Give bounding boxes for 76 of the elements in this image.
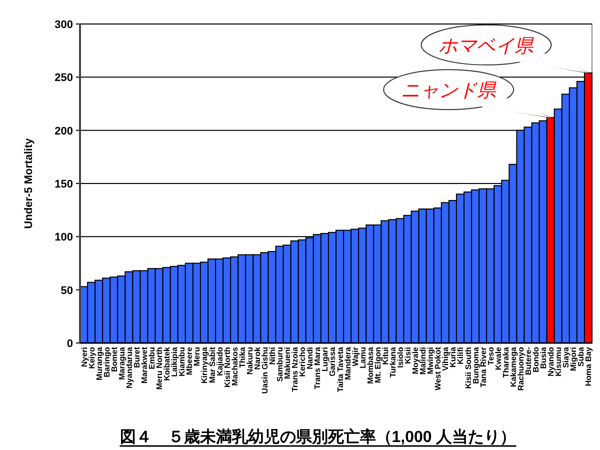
x-tick-label: Nyandarua — [124, 346, 134, 388]
x-tick-label: Kisii — [404, 347, 413, 364]
x-tick-label: Laikipia — [170, 346, 180, 377]
x-tick-label: Narok — [252, 346, 262, 370]
x-tick-label: Butere- — [524, 346, 533, 376]
x-tick-label: Mt. Elgon — [373, 346, 382, 383]
x-tick-label: Homa Bay — [584, 346, 594, 386]
x-tick-label: Mombasa — [366, 346, 375, 384]
x-tick-label: Buret — [132, 346, 142, 368]
x-tick-label: Kakamega — [508, 346, 518, 388]
x-tick-label: Mandera — [343, 346, 352, 380]
x-tick-label: Kitui — [380, 347, 390, 365]
x-tick-label: Nithi — [268, 347, 277, 365]
y-tick-label: 100 — [54, 232, 73, 244]
x-tick-label: Nyando — [546, 346, 556, 376]
x-tick-label: Kirinyaga — [200, 346, 210, 384]
y-tick-label: 300 — [54, 19, 73, 31]
x-tick-label: Keiyo — [87, 346, 96, 369]
x-tick-label: Kilifi — [456, 347, 466, 364]
x-tick-label: Meru North — [155, 346, 164, 390]
y-tick-label: 0 — [66, 338, 73, 350]
x-tick-label: Kisii South — [464, 346, 473, 389]
x-tick-label: Nakuru — [245, 346, 254, 375]
x-tick-label: Thika — [238, 346, 247, 368]
x-tick-label: Mbeere — [185, 346, 194, 376]
x-tick-label: Taita Taveta — [336, 346, 345, 392]
x-tick-label: Kwale — [494, 346, 503, 370]
x-tick-label: Kericho — [298, 346, 308, 377]
x-tick-label: Suba — [576, 346, 586, 367]
x-tick-label: Makueni — [283, 347, 292, 380]
x-tick-label: Kiambu — [178, 346, 187, 376]
x-tick-label: Uasin Gishu — [260, 346, 270, 394]
x-tick-label: Kisii North — [222, 346, 232, 388]
x-tick-label: Migori — [569, 347, 578, 371]
annotation: ニャンド県 — [401, 80, 498, 102]
x-tick-label: Moyale — [411, 346, 420, 374]
y-tick-label: 250 — [54, 72, 73, 84]
x-tick-label: Bondo — [532, 346, 541, 372]
y-axis-title: Under-5 Mortality — [23, 137, 35, 229]
x-tick-label: Mar Sabit — [208, 346, 217, 384]
x-tick-label: Machakos — [230, 346, 240, 386]
text: 図４ ５歳未満乳幼児の県別死亡率（1,000 人当たり） — [120, 427, 516, 446]
x-tick-label: Kajiado — [215, 346, 224, 376]
x-tick-label: Mwingi — [426, 347, 436, 374]
y-tick-label: 200 — [54, 125, 73, 138]
x-tick-label: Trans Mara — [313, 346, 322, 390]
x-tick-label: Baringo — [102, 346, 112, 378]
x-tick-label: Teso — [486, 346, 496, 366]
x-tick-label: Isiolo — [396, 346, 405, 368]
annotation: ホマベイ県 — [438, 36, 535, 57]
x-tick-label: Nandi — [306, 347, 315, 370]
x-tick-label: Kuria — [448, 346, 458, 368]
x-tick-label: Turkana — [388, 346, 398, 378]
x-tick-label: Marakwet — [140, 346, 149, 384]
x-tick-label: Siaya — [562, 346, 571, 368]
x-tick-label: Koibatek — [162, 346, 172, 381]
x-tick-label: Rachuonyo — [516, 346, 526, 391]
x-tick-label: Samburu — [276, 346, 285, 382]
x-tick-label: Vihiga — [441, 346, 450, 371]
x-tick-label: Maragua — [117, 346, 126, 380]
x-tick-label: Kisumu — [554, 346, 564, 376]
x-tick-label: Wajir — [350, 347, 360, 366]
x-tick-label: Nyeri — [80, 347, 89, 368]
x-tick-label: West Pokot — [434, 346, 443, 390]
x-tick-label: Embu — [148, 346, 157, 370]
x-tick-label: Tana River — [478, 347, 488, 388]
x-tick-label: Bungoma — [471, 346, 480, 384]
x-tick-label: Trans Nzoia — [290, 346, 300, 392]
x-tick-label: Busia — [539, 346, 548, 369]
x-tick-label: Lugari — [320, 347, 330, 372]
x-tick-label: Meru — [192, 346, 202, 366]
x-tick-label: Tharaka — [501, 346, 510, 378]
x-tick-label: Malindi — [418, 347, 428, 375]
y-tick-label: 150 — [54, 178, 73, 190]
y-tick-label: 50 — [60, 284, 73, 297]
x-tick-label: Garissa — [328, 346, 338, 376]
